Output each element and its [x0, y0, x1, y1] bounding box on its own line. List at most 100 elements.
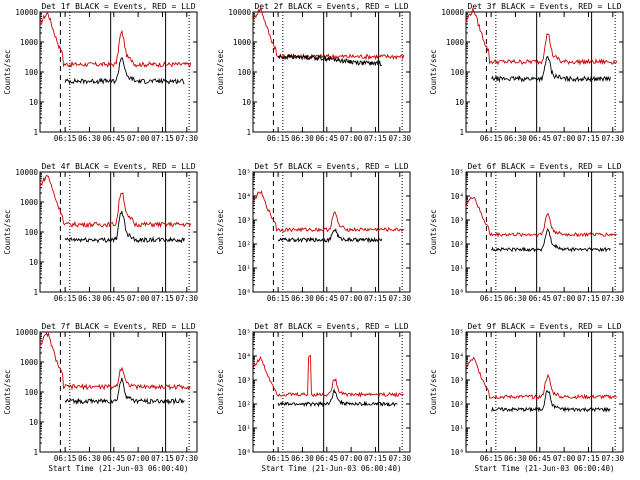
- x-tick-label: 07:00: [127, 454, 150, 463]
- x-tick-label: 06:30: [291, 294, 314, 303]
- y-tick-label: 10⁴: [237, 192, 251, 201]
- x-tick-label: 06:15: [267, 294, 290, 303]
- events-series-line: [64, 210, 185, 244]
- plot-frame: [465, 331, 624, 453]
- panel-title: Det 2f BLACK = Events, RED = LLD: [254, 2, 408, 11]
- lld-series-line: [465, 356, 618, 400]
- y-tick-label: 10000: [15, 328, 38, 337]
- x-tick-label: 07:15: [577, 134, 600, 143]
- y-tick-label: 1000: [20, 358, 39, 367]
- chart-panel-det-5: Det 5f BLACK = Events, RED = LLD 10⁰ 10¹ 10…: [216, 162, 412, 303]
- x-tick-label: 07:30: [176, 134, 199, 143]
- events-series-line: [277, 227, 383, 244]
- plot-frame: [39, 171, 198, 293]
- y-tick-label: 10²: [450, 240, 464, 249]
- y-axis-label: Counts/sec: [429, 49, 438, 94]
- y-tick-label: 10²: [237, 240, 251, 249]
- x-tick-label: 06:15: [54, 454, 77, 463]
- panel-title: Det 1f BLACK = Events, RED = LLD: [41, 2, 195, 11]
- chart-panel-det-1: Det 1f BLACK = Events, RED = LLD 1 10 100 10…: [3, 2, 199, 143]
- x-tick-label: 07:30: [389, 454, 412, 463]
- y-tick-label: 10¹: [237, 424, 251, 433]
- x-tick-label: 06:15: [267, 454, 290, 463]
- x-tick-label: 06:30: [78, 294, 101, 303]
- y-axis-label: Counts/sec: [429, 369, 438, 414]
- x-tick-label: 07:00: [553, 454, 576, 463]
- y-tick-label: 10: [29, 98, 39, 107]
- x-axis-label: Start Time (21-Jun-03 06:00:40): [262, 464, 402, 473]
- x-tick-label: 06:45: [529, 134, 552, 143]
- lld-series-line: [465, 7, 618, 66]
- y-tick-label: 10³: [237, 376, 251, 385]
- x-tick-label: 07:15: [577, 294, 600, 303]
- y-tick-label: 10: [455, 98, 465, 107]
- chart-panel-det-4: Det 4f BLACK = Events, RED = LLD 1 10 100 10…: [3, 162, 199, 303]
- x-tick-label: 07:30: [389, 294, 412, 303]
- y-axis-label: Counts/sec: [429, 209, 438, 254]
- y-tick-label: 10000: [15, 8, 38, 17]
- y-tick-label: 100: [450, 68, 464, 77]
- x-tick-label: 07:30: [602, 134, 625, 143]
- panel-title: Det 9f BLACK = Events, RED = LLD: [467, 322, 621, 331]
- y-tick-label: 10¹: [237, 264, 251, 273]
- x-tick-label: 07:30: [389, 134, 412, 143]
- y-tick-label: 10⁵: [237, 328, 251, 337]
- events-series-line: [64, 377, 185, 406]
- lld-series-line: [39, 331, 191, 391]
- y-tick-label: 10⁵: [450, 168, 464, 177]
- y-tick-label: 10³: [450, 216, 464, 225]
- x-tick-label: 06:45: [103, 454, 126, 463]
- y-axis-label: Counts/sec: [3, 49, 12, 94]
- y-tick-label: 10³: [450, 376, 464, 385]
- y-tick-label: 10³: [237, 216, 251, 225]
- x-tick-label: 07:30: [176, 454, 199, 463]
- lld-series-line: [39, 174, 192, 229]
- events-series-line: [64, 57, 185, 85]
- y-tick-label: 10¹: [450, 424, 464, 433]
- events-series-line: [277, 388, 398, 408]
- chart-panel-det-9: Det 9f BLACK = Events, RED = LLD 10⁰ 10¹ 10…: [429, 322, 625, 473]
- y-axis-label: Counts/sec: [3, 369, 12, 414]
- x-tick-label: 06:15: [54, 134, 77, 143]
- lld-series-line: [252, 190, 405, 233]
- y-tick-label: 1000: [20, 198, 39, 207]
- x-tick-label: 07:15: [364, 134, 387, 143]
- events-series-line: [491, 389, 611, 413]
- x-tick-label: 06:45: [316, 454, 339, 463]
- x-axis-label: Start Time (21-Jun-03 06:00:40): [475, 464, 615, 473]
- y-tick-label: 100: [24, 388, 38, 397]
- x-tick-label: 07:00: [340, 294, 363, 303]
- y-tick-label: 10⁰: [237, 288, 251, 297]
- y-axis-label: Counts/sec: [216, 209, 225, 254]
- x-tick-label: 06:30: [291, 134, 314, 143]
- x-tick-label: 06:30: [78, 454, 101, 463]
- y-tick-label: 1: [33, 448, 38, 457]
- y-tick-label: 10⁴: [450, 192, 464, 201]
- x-tick-label: 07:00: [127, 294, 150, 303]
- y-tick-label: 10²: [450, 400, 464, 409]
- y-tick-label: 10⁴: [450, 352, 464, 361]
- x-tick-label: 07:15: [364, 294, 387, 303]
- x-tick-label: 06:15: [480, 454, 503, 463]
- y-tick-label: 1000: [20, 38, 39, 47]
- x-tick-label: 06:15: [54, 294, 77, 303]
- x-tick-label: 07:00: [340, 454, 363, 463]
- x-tick-label: 07:30: [602, 454, 625, 463]
- x-tick-label: 06:45: [103, 134, 126, 143]
- y-tick-label: 10000: [441, 8, 464, 17]
- y-axis-label: Counts/sec: [216, 369, 225, 414]
- events-series-line: [491, 228, 611, 253]
- y-tick-label: 10⁴: [237, 352, 251, 361]
- panel-title: Det 6f BLACK = Events, RED = LLD: [467, 162, 621, 171]
- events-series-line: [277, 53, 382, 67]
- lld-series-line: [252, 354, 404, 398]
- y-tick-label: 10⁰: [450, 448, 464, 457]
- y-tick-label: 1000: [233, 38, 252, 47]
- y-tick-label: 10²: [237, 400, 251, 409]
- plot-frame: [465, 171, 624, 293]
- y-tick-label: 1: [33, 128, 38, 137]
- chart-panel-det-6: Det 6f BLACK = Events, RED = LLD 10⁰ 10¹ 10…: [429, 162, 625, 303]
- chart-panel-det-7: Det 7f BLACK = Events, RED = LLD 1 10 100 10…: [3, 322, 199, 473]
- events-series-line: [490, 56, 611, 83]
